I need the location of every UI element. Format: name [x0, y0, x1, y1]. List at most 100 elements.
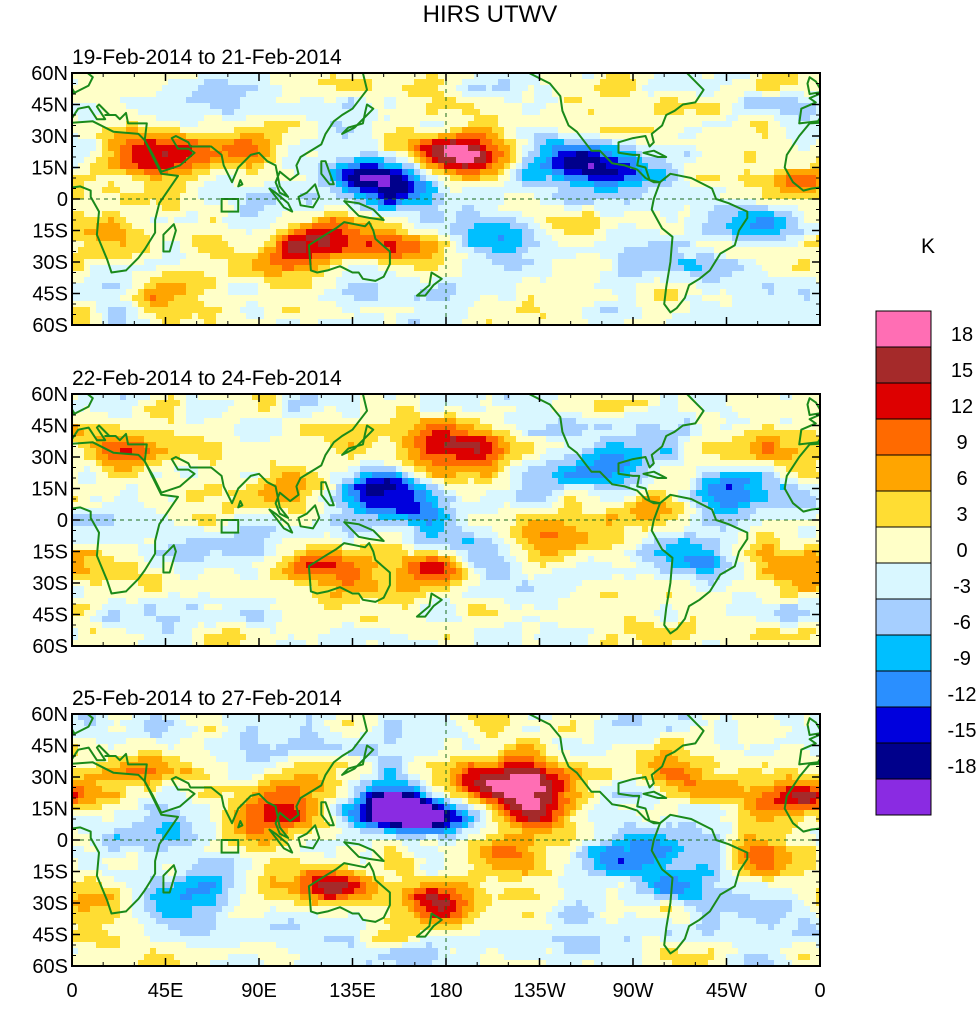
field-cell — [738, 109, 745, 116]
field-cell — [690, 241, 697, 248]
field-cell — [246, 181, 253, 188]
field-cell — [672, 217, 679, 224]
field-cell — [804, 253, 811, 260]
field-cell — [318, 205, 325, 212]
field-cell — [762, 103, 769, 110]
field-cell — [636, 205, 643, 212]
field-cell — [708, 229, 715, 236]
field-cell — [102, 139, 109, 146]
field-cell — [312, 229, 319, 236]
field-cell — [576, 289, 583, 296]
field-cell — [744, 235, 751, 242]
field-cell — [732, 79, 739, 86]
field-cell — [726, 91, 733, 98]
field-cell — [666, 121, 673, 128]
field-cell — [786, 151, 793, 158]
field-cell — [522, 91, 529, 98]
field-cell — [684, 181, 691, 188]
field-cell — [798, 301, 805, 308]
field-cell — [132, 79, 139, 86]
field-cell — [576, 169, 583, 176]
field-cell — [330, 115, 337, 122]
field-cell — [366, 229, 373, 236]
field-cell — [168, 91, 175, 98]
field-cell — [528, 139, 535, 146]
field-cell — [678, 289, 685, 296]
field-cell — [186, 151, 193, 158]
field-cell — [138, 181, 145, 188]
field-cell — [426, 163, 433, 170]
field-cell — [504, 169, 511, 176]
field-cell — [780, 241, 787, 248]
field-cell — [480, 115, 487, 122]
field-cell — [750, 259, 757, 266]
field-cell — [462, 169, 469, 176]
field-cell — [408, 73, 415, 80]
field-cell — [150, 163, 157, 170]
field-cell — [306, 265, 313, 272]
field-cell — [234, 211, 241, 218]
field-cell — [792, 169, 799, 176]
field-cell — [474, 205, 481, 212]
field-cell — [138, 289, 145, 296]
field-cell — [654, 253, 661, 260]
field-cell — [714, 103, 721, 110]
field-cell — [522, 103, 529, 110]
field-cell — [90, 241, 97, 248]
field-cell — [408, 145, 415, 152]
field-cell — [168, 157, 175, 164]
field-cell — [432, 283, 439, 290]
field-cell — [480, 283, 487, 290]
field-cell — [168, 187, 175, 194]
field-cell — [162, 199, 169, 206]
field-cell — [510, 115, 517, 122]
field-cell — [570, 187, 577, 194]
field-cell — [504, 145, 511, 152]
field-cell — [294, 103, 301, 110]
field-cell — [810, 301, 817, 308]
field-cell — [630, 223, 637, 230]
field-cell — [474, 193, 481, 200]
field-cell — [288, 73, 295, 80]
field-cell — [666, 253, 673, 260]
field-cell — [774, 73, 781, 80]
field-cell — [354, 229, 361, 236]
field-cell — [222, 157, 229, 164]
field-cell — [666, 91, 673, 98]
field-cell — [750, 283, 757, 290]
field-cell — [780, 277, 787, 284]
field-cell — [396, 115, 403, 122]
field-cell — [762, 217, 769, 224]
field-cell — [636, 241, 643, 248]
field-cell — [108, 289, 115, 296]
field-cell — [312, 217, 319, 224]
field-cell — [768, 109, 775, 116]
field-cell — [726, 223, 733, 230]
field-cell — [162, 217, 169, 224]
field-cell — [474, 103, 481, 110]
field-cell — [216, 229, 223, 236]
field-cell — [300, 175, 307, 182]
field-cell — [150, 73, 157, 80]
field-cell — [528, 175, 535, 182]
field-cell — [366, 79, 373, 86]
field-cell — [276, 157, 283, 164]
field-cell — [318, 211, 325, 218]
field-cell — [606, 301, 613, 308]
field-cell — [222, 211, 229, 218]
field-cell — [480, 211, 487, 218]
field-cell — [540, 247, 547, 254]
field-cell — [708, 139, 715, 146]
field-cell — [426, 241, 433, 248]
field-cell — [348, 85, 355, 92]
field-cell — [594, 199, 601, 206]
field-cell — [120, 115, 127, 122]
field-cell — [84, 253, 91, 260]
field-cell — [714, 151, 721, 158]
field-cell — [522, 181, 529, 188]
field-cell — [180, 283, 187, 290]
field-cell — [480, 229, 487, 236]
field-cell — [312, 205, 319, 212]
field-cell — [456, 283, 463, 290]
field-cell — [138, 163, 145, 170]
